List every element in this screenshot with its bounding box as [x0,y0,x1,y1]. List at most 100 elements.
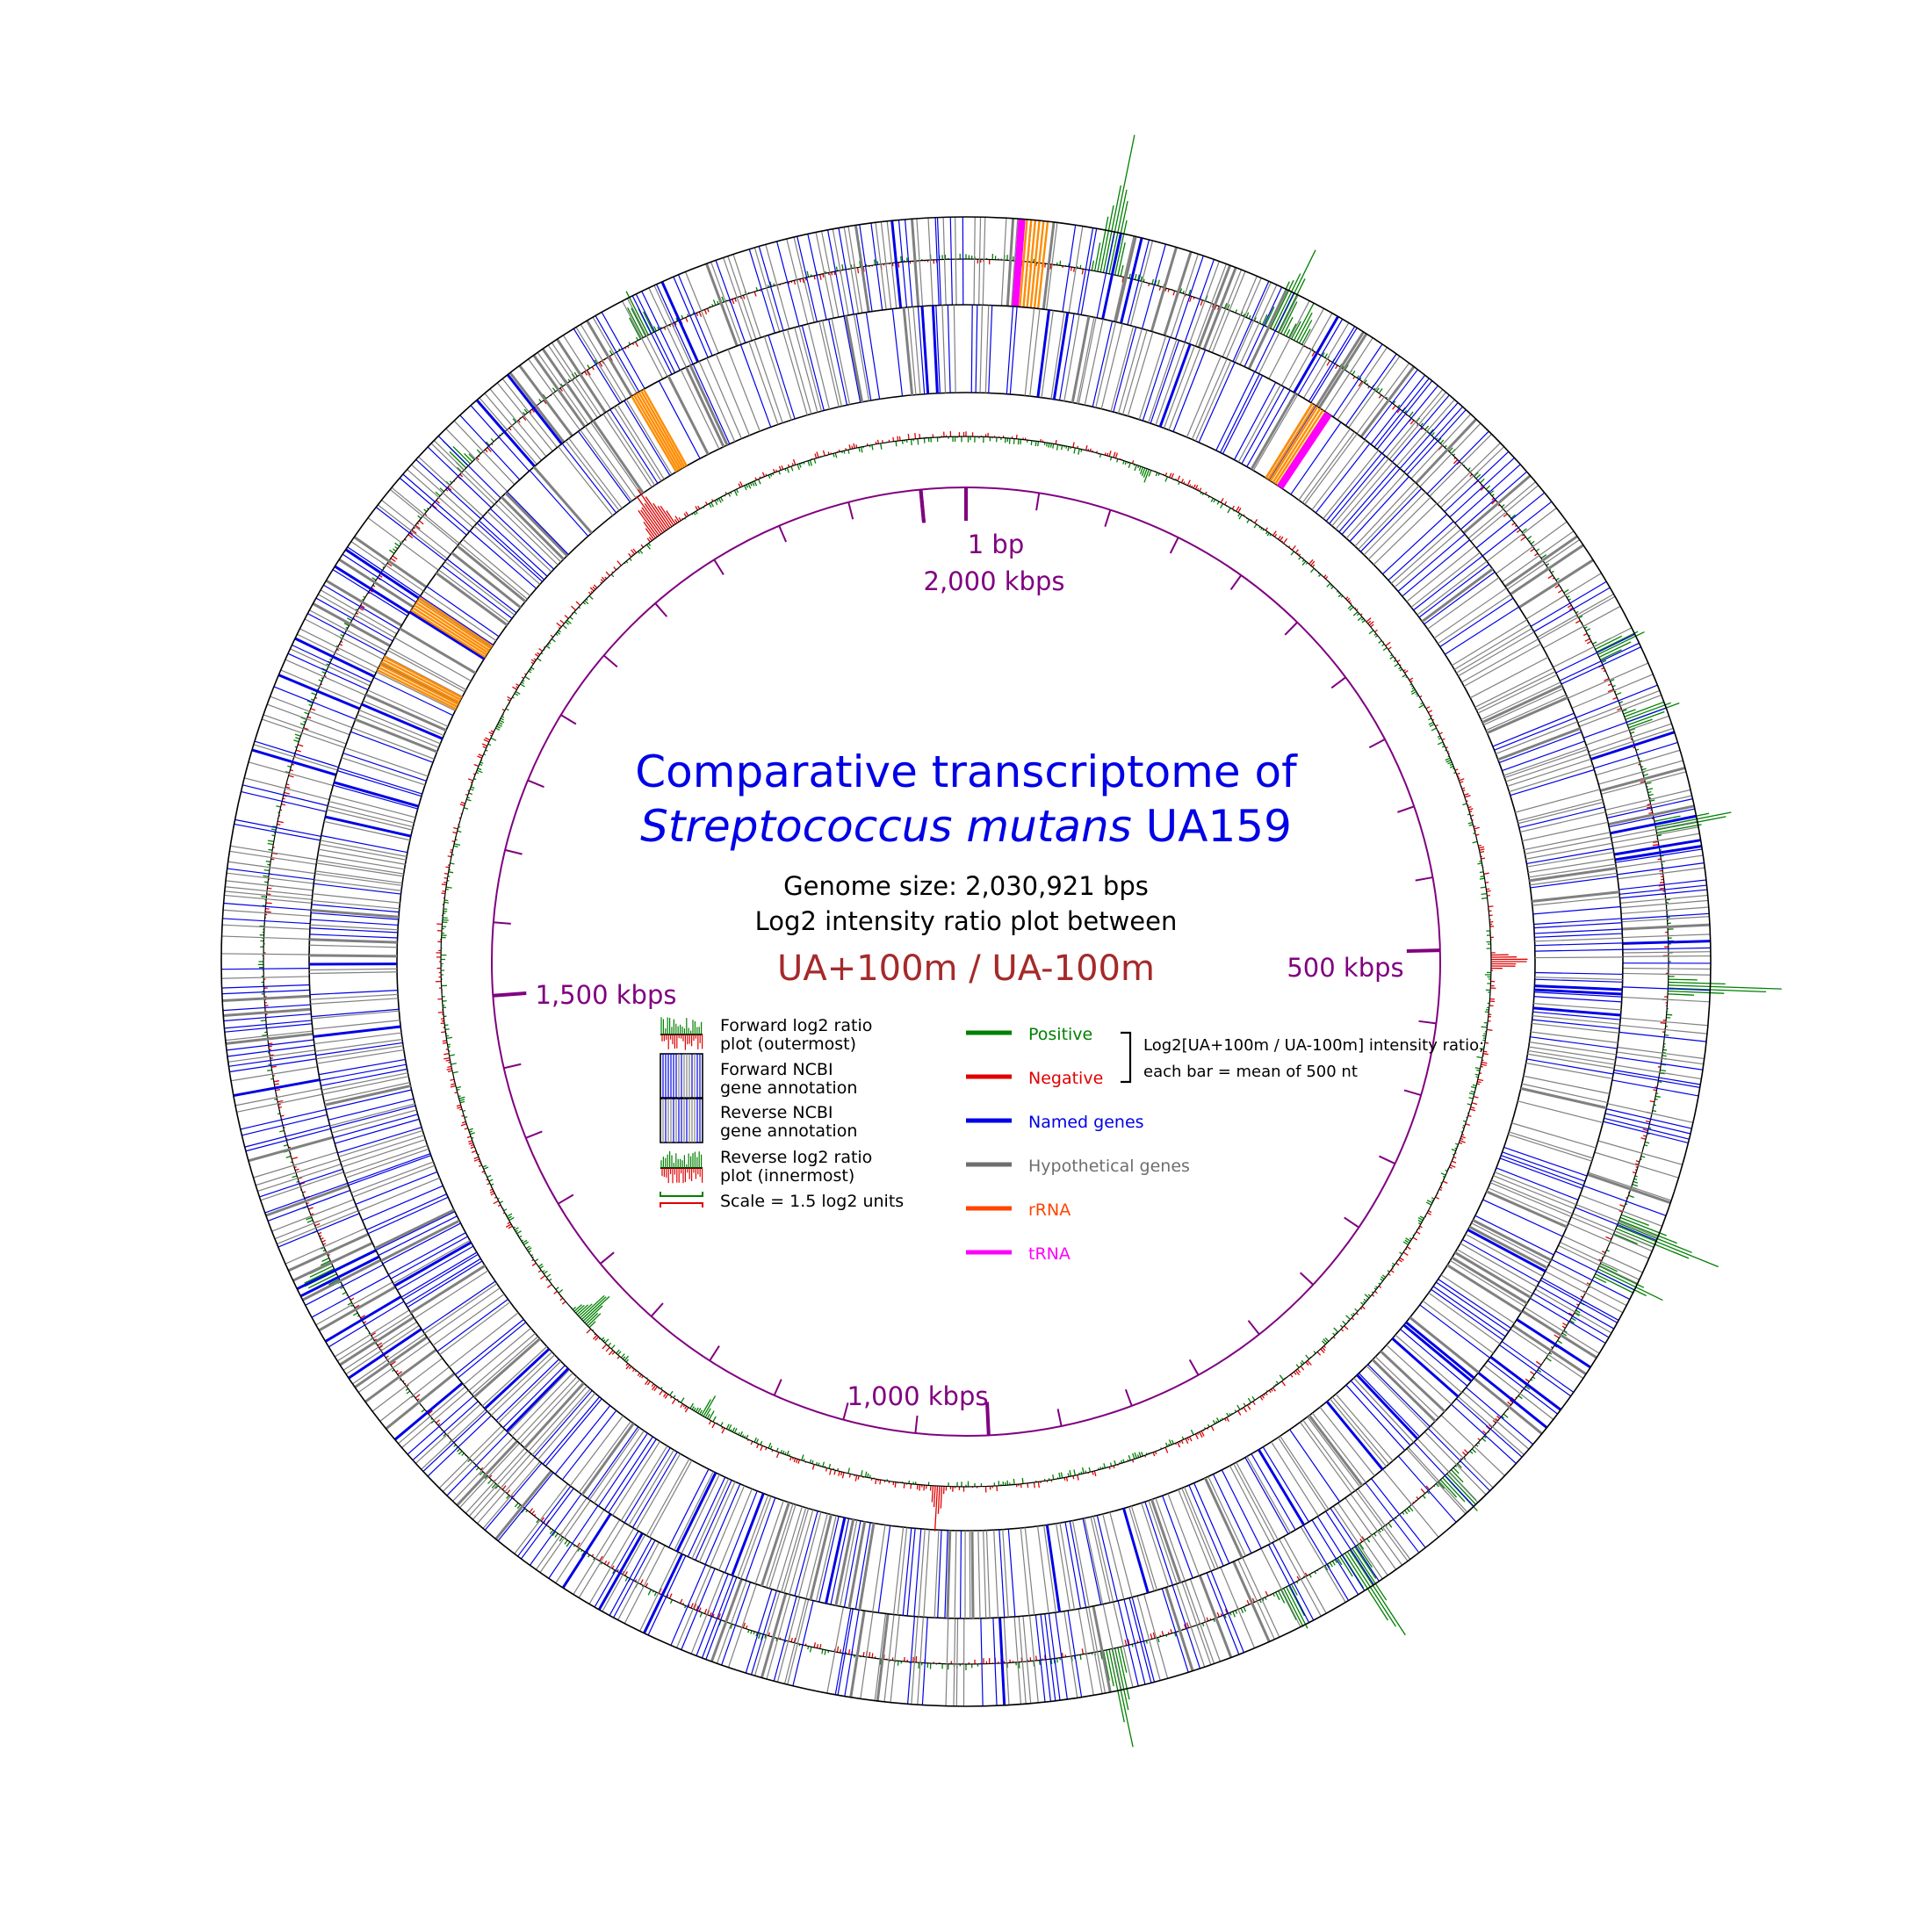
reverse-gene [1059,1523,1076,1610]
reverse-gene [399,627,477,674]
reverse-gene [330,1105,416,1129]
reverse-gene [1509,1131,1593,1159]
reverse-gene [487,511,552,573]
forward-gene [1454,464,1521,524]
forward-gene [415,458,481,520]
forward-gene [1220,1567,1256,1648]
forward-gene [264,1182,349,1214]
reverse-gene [1330,1398,1387,1467]
reverse-gene [1456,628,1532,674]
forward-gene [690,1572,724,1654]
reverse-gene [1526,851,1614,868]
forward-gene [723,257,753,342]
reverse-gene [1532,1011,1621,1020]
tick-label: 1 bp [968,530,1025,559]
reverse-gene [438,569,510,624]
forward-gene [1048,1612,1061,1701]
forward-gene [1003,1617,1010,1705]
reverse-gene [584,426,637,499]
minor-tick [504,848,523,855]
forward-gene [367,517,439,571]
forward-gene [1608,808,1696,828]
reverse-gene [1338,465,1397,533]
forward-gene [1439,446,1505,508]
reverse-gene [825,1517,847,1604]
forward-gene [624,1545,666,1624]
track-legend-swatches [660,1017,1132,1255]
forward-gene [826,1606,845,1694]
forward-gene [459,415,521,480]
forward-gene [221,989,310,995]
forward-gene [1430,1425,1494,1489]
rna-gene [640,390,686,468]
reverse-gene [1532,1015,1620,1025]
forward-gene [977,217,982,306]
forward-gene [797,235,818,322]
reverse-gene [1525,842,1612,860]
reverse-gene [351,727,435,760]
reverse-gene [394,637,472,681]
reverse-gene [446,558,517,614]
reverse-gene [314,1038,403,1052]
reverse-gene [649,1460,693,1538]
forward-gene [225,1030,314,1042]
forward-gene [1234,282,1272,363]
forward-gene [776,1597,801,1683]
reverse-gene [316,1045,404,1060]
reverse-gene [1041,310,1054,398]
forward-gene [1176,1583,1206,1668]
forward-gene [1615,848,1703,863]
forward-gene [1473,1377,1543,1435]
forward-gene [1311,1519,1359,1596]
forward-gene [1006,218,1015,306]
reverse-gene [1178,1489,1212,1572]
forward-gene [324,1295,402,1343]
reverse-gene [476,523,544,582]
forward-gene [357,1341,431,1393]
reverse-gene [376,671,456,711]
reverse-gene [1439,597,1514,647]
reverse-gene [731,1493,765,1576]
reverse-gene [580,1423,635,1496]
forward-gene [1449,457,1515,518]
forward-gene [222,909,311,917]
forward-gene [1617,862,1705,876]
reverse-gene [1354,481,1416,547]
forward-gene [1598,760,1683,785]
forward-gene [1063,1611,1078,1698]
reverse-gene [754,1500,784,1584]
forward-gene [234,823,321,841]
forward-gene [381,499,451,555]
forward-gene [344,548,420,600]
reverse-gene [827,319,848,406]
forward-gene [224,894,313,904]
reverse-gene [489,508,555,570]
reverse-gene [753,339,783,423]
forward-gene [415,1403,481,1464]
forward-gene [676,1567,712,1648]
forward-gene [1483,1365,1554,1420]
reverse-gene [1471,1222,1550,1265]
forward-gene [1399,402,1459,469]
reverse-gene [1450,1259,1525,1308]
minor-tick [1284,621,1298,636]
forward-gene [221,935,310,941]
forward-gene [1606,798,1693,819]
forward-gene [1406,409,1467,476]
forward-gene [1123,1598,1146,1685]
reverse-gene [1527,858,1615,874]
forward-gene [945,1618,949,1706]
forward-gene [1198,1575,1233,1658]
forward-gene [1127,239,1150,326]
reverse-gene [1193,1482,1230,1564]
forward-gene [1551,1258,1631,1301]
forward-gene [1359,365,1416,438]
forward-gene [1617,867,1705,880]
reverse-gene [587,1426,639,1499]
forward-gene [1337,1503,1388,1576]
minor-tick [1104,509,1112,527]
reverse-gene [1251,1453,1296,1531]
forward-gene [1085,1607,1103,1694]
forward-gene [1279,1539,1322,1617]
forward-gene [1102,1604,1122,1690]
